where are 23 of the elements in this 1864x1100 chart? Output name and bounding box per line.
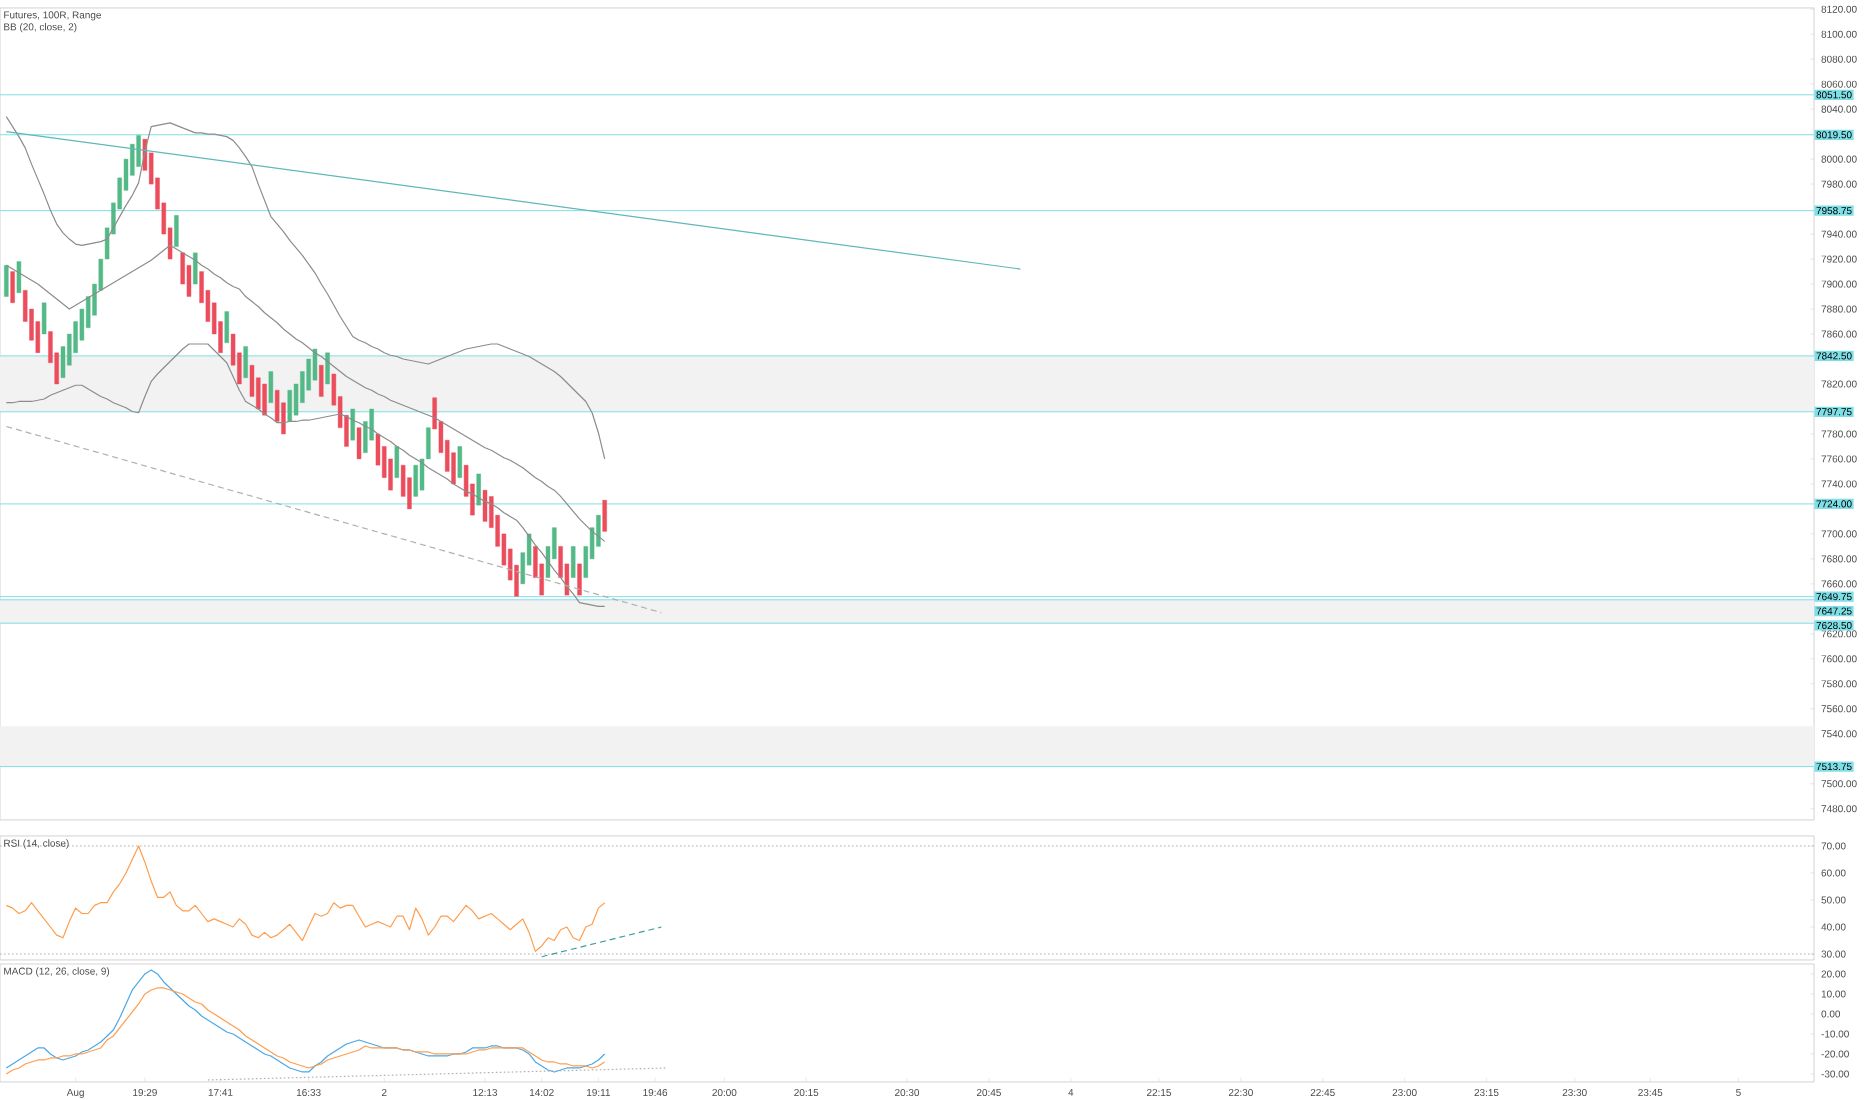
candlestick bbox=[41, 302, 47, 335]
candlestick bbox=[602, 499, 607, 532]
candlestick bbox=[476, 473, 481, 506]
candlestick bbox=[268, 371, 274, 403]
candlestick bbox=[262, 383, 267, 416]
candlestick bbox=[356, 427, 362, 460]
candlestick bbox=[224, 311, 229, 343]
candlestick bbox=[413, 464, 418, 497]
candlestick bbox=[16, 261, 22, 293]
candlestick bbox=[243, 346, 248, 378]
candlestick bbox=[570, 546, 576, 578]
candlestick bbox=[287, 390, 292, 422]
candlestick bbox=[457, 446, 463, 478]
candlestick bbox=[193, 252, 198, 285]
candlestick bbox=[325, 352, 330, 385]
candlestick bbox=[394, 446, 400, 478]
candlestick bbox=[350, 408, 355, 441]
candlestick bbox=[10, 271, 15, 303]
candlestick bbox=[577, 563, 582, 596]
candlestick bbox=[319, 365, 324, 397]
candlestick bbox=[482, 489, 488, 522]
candlestick bbox=[4, 265, 9, 297]
candlestick bbox=[174, 215, 179, 247]
